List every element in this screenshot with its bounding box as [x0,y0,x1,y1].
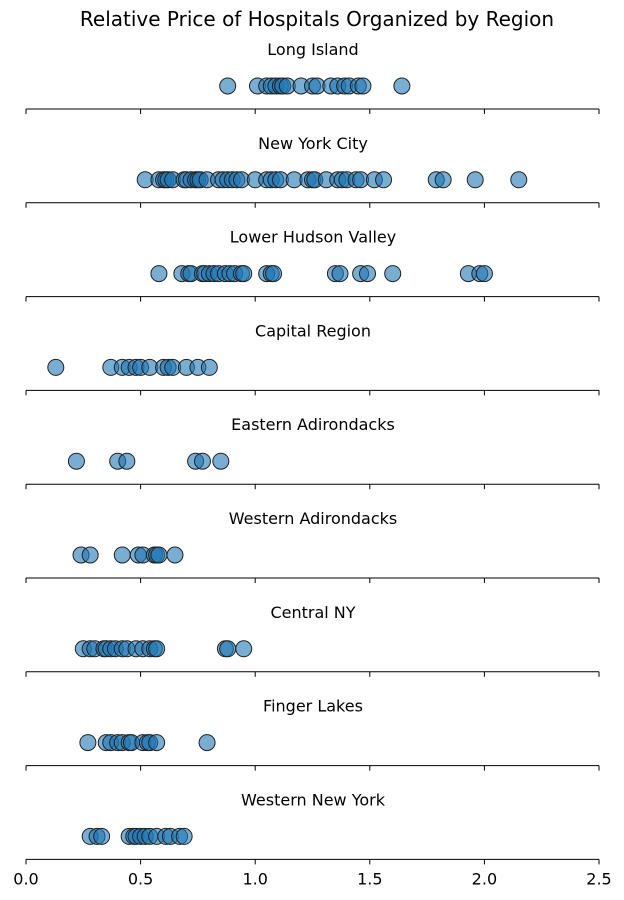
data-point [67,452,85,470]
panel-title: Central NY [270,603,355,622]
data-point [198,734,216,752]
panel-title: Long Island [267,40,358,59]
panels-group: Long Island New York City Lower Hudson Val… [13,40,611,888]
data-point [265,265,283,283]
panel: Eastern Adirondacks [25,415,600,490]
x-tick-label: 0.0 [13,869,38,888]
data-point [150,546,168,564]
data-point [200,358,218,376]
data-point [235,265,253,283]
x-tick-label: 1.5 [357,869,382,888]
data-point [193,452,211,470]
data-point [175,827,193,845]
panel-title: Western Adirondacks [229,509,397,528]
data-point [81,546,99,564]
panel: Western New York 0.0 0.5 1.0 1.5 2.0 2.5 [13,790,611,888]
data-point [375,171,393,189]
panel-title: Lower Hudson Valley [230,228,396,247]
data-point [47,358,65,376]
panel: New York City [25,134,600,208]
data-point [434,171,452,189]
x-tick-label: 1.0 [242,869,267,888]
data-point [113,546,131,564]
data-point [384,265,402,283]
data-point [219,640,237,658]
x-tick-label: 0.5 [128,869,153,888]
panel: Western Adirondacks [25,509,600,583]
data-point [79,734,97,752]
data-point [359,265,377,283]
data-point [212,452,230,470]
data-point [150,265,168,283]
data-point [118,452,136,470]
panel: Capital Region [25,321,600,396]
data-point [393,77,411,95]
data-point [331,265,349,283]
panel-title: Eastern Adirondacks [231,415,395,434]
data-point [354,77,372,95]
data-point [148,734,166,752]
data-point [93,827,111,845]
x-tick-label: 2.0 [472,869,497,888]
x-tick-label: 2.5 [586,869,611,888]
panel: Long Island [25,40,600,114]
panel: Central NY [25,603,600,677]
data-point [475,265,493,283]
panel: Finger Lakes [25,697,600,771]
panel-title: Western New York [241,790,386,809]
panel-title: Finger Lakes [263,697,363,716]
panel-title: New York City [258,134,368,153]
data-point [235,640,253,658]
data-point [466,171,484,189]
data-point [510,171,528,189]
data-point [148,640,166,658]
data-point [219,77,237,95]
data-point [166,546,184,564]
panel-title: Capital Region [255,321,371,340]
chart-title: Relative Price of Hospitals Organized by… [80,7,554,31]
panel: Lower Hudson Valley [25,228,600,302]
